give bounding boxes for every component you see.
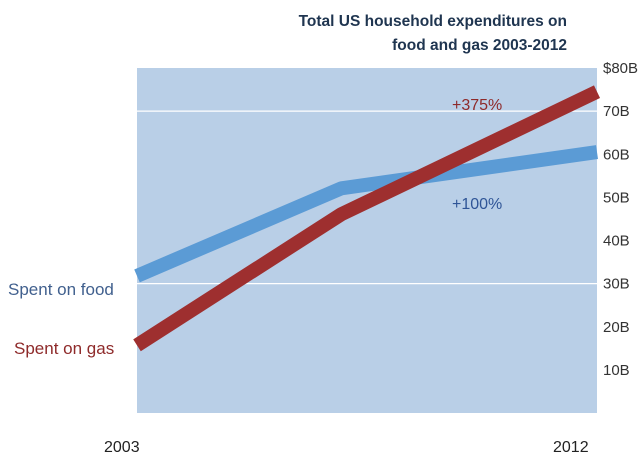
series-lines	[133, 85, 601, 352]
series-line-gas	[133, 85, 601, 352]
gridlines	[137, 110, 597, 285]
series-line-food	[134, 145, 598, 283]
y-tick-label-70: 70B	[603, 103, 630, 120]
y-tick-label-50: 50B	[603, 189, 630, 206]
y-axis-tick-labels: 10B 20B 30B 40B 50B 60B 70B $80B	[603, 60, 638, 379]
series-label-food: Spent on food	[8, 280, 114, 299]
chart-title-line-2: food and gas 2003-2012	[392, 37, 567, 54]
y-tick-label-10: 10B	[603, 362, 630, 379]
x-tick-label-start: 2003	[104, 439, 140, 456]
y-tick-label-80: $80B	[603, 60, 638, 77]
annotation-food-change: +100%	[452, 196, 502, 213]
series-label-gas: Spent on gas	[14, 339, 114, 358]
chart-title-line-1: Total US household expenditures on	[299, 13, 567, 30]
y-tick-label-20: 20B	[603, 319, 630, 336]
x-tick-label-end: 2012	[553, 439, 589, 456]
y-tick-label-60: 60B	[603, 146, 630, 163]
y-tick-label-40: 40B	[603, 233, 630, 250]
annotation-gas-change: +375%	[452, 97, 502, 114]
y-tick-label-30: 30B	[603, 276, 630, 293]
